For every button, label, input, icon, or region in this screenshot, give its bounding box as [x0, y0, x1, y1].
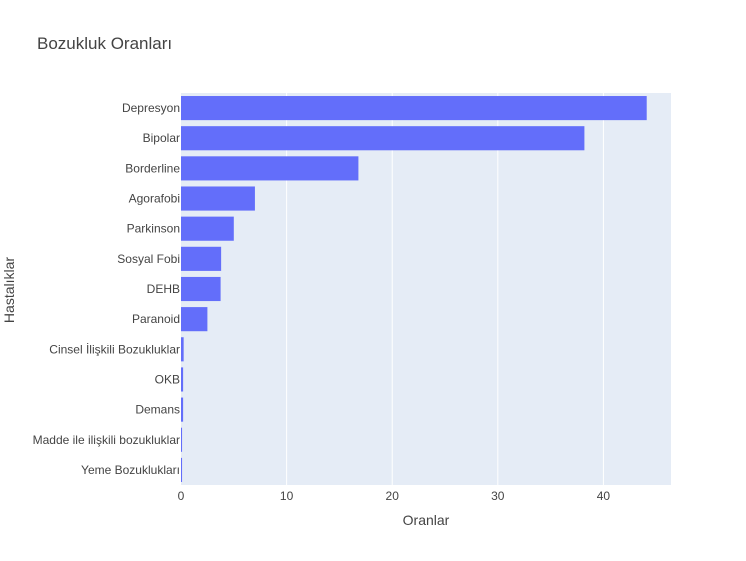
plot-background: [181, 93, 671, 485]
bar: [181, 246, 222, 271]
y-tick-label: Cinsel İlişkili Bozukluklar: [49, 342, 180, 356]
x-tick-label: 30: [491, 489, 505, 503]
bar: [181, 337, 184, 362]
gridlines: [286, 93, 604, 485]
y-tick-label: Bipolar: [143, 131, 180, 145]
bar: [181, 427, 183, 452]
x-axis-title: Oranlar: [403, 512, 450, 528]
x-tick-label: 20: [386, 489, 400, 503]
bar: [181, 126, 585, 151]
y-tick-label: Depresyon: [122, 101, 180, 115]
y-tick-label: DEHB: [147, 282, 180, 296]
y-tick-label: Borderline: [125, 161, 180, 175]
y-tick-label: OKB: [155, 372, 180, 386]
bar: [181, 307, 208, 332]
x-tick-label: 0: [178, 489, 185, 503]
y-axis-title: Hastalıklar: [1, 257, 17, 323]
y-tick-label: Yeme Bozuklukları: [81, 463, 180, 477]
y-tick-label: Agorafobi: [129, 192, 180, 206]
y-tick-label: Madde ile ilişkili bozukluklar: [33, 433, 180, 447]
x-tick-label: 40: [597, 489, 611, 503]
bars: [181, 96, 647, 482]
bar: [181, 276, 221, 302]
x-tick-labels: 0 10 20 30 40: [178, 489, 611, 503]
y-tick-label: Sosyal Fobi: [117, 252, 180, 266]
bar: [181, 96, 647, 121]
bar: [181, 216, 234, 241]
bar: [181, 397, 184, 422]
bar: [181, 156, 359, 181]
bar: [181, 367, 184, 392]
x-tick-label: 10: [280, 489, 294, 503]
bar: [181, 186, 255, 211]
bar: [181, 457, 183, 482]
y-tick-labels: Depresyon Bipolar Borderline Agorafobi Parki…: [33, 101, 181, 477]
chart-title: Bozukluk Oranları: [37, 34, 172, 53]
y-tick-label: Parkinson: [127, 222, 180, 236]
y-tick-label: Demans: [135, 403, 180, 417]
y-tick-label: Paranoid: [132, 312, 180, 326]
